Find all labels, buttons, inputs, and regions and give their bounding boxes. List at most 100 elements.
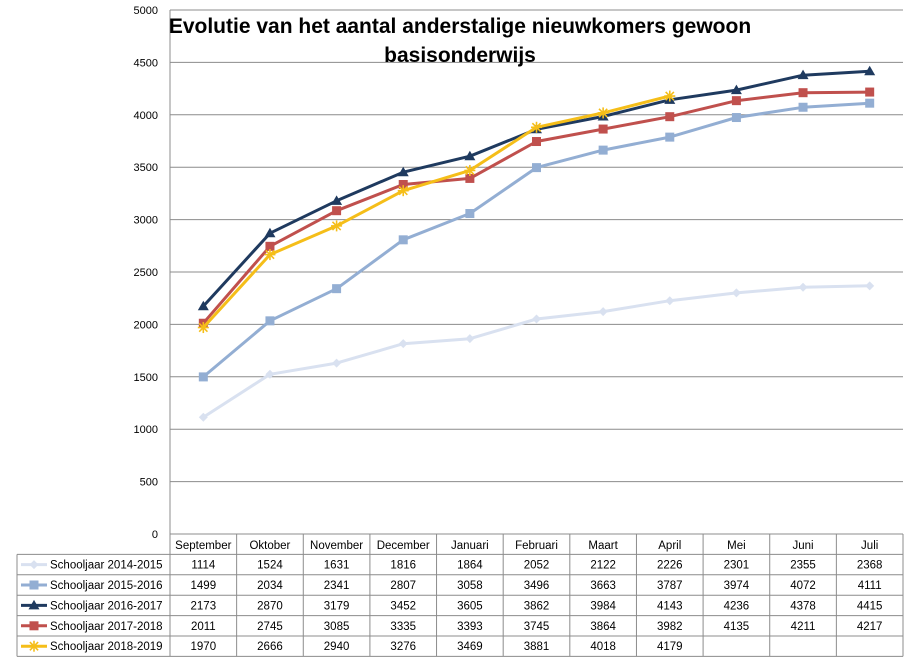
data-label: 3058 bbox=[457, 580, 483, 592]
data-point bbox=[331, 195, 343, 205]
data-label: 3393 bbox=[457, 621, 483, 633]
data-label: 1816 bbox=[390, 560, 416, 572]
data-point bbox=[864, 65, 876, 76]
data-label: 1970 bbox=[191, 641, 217, 653]
y-tick-label: 1000 bbox=[134, 424, 158, 436]
legend-label: Schooljaar 2018-2019 bbox=[50, 641, 163, 653]
data-point bbox=[798, 102, 808, 112]
data-label: 2052 bbox=[524, 560, 550, 572]
data-label: 2666 bbox=[257, 641, 283, 653]
x-tick-label: Juni bbox=[792, 540, 813, 552]
y-tick-label: 3000 bbox=[134, 215, 158, 227]
data-label: 3452 bbox=[390, 600, 416, 612]
data-point bbox=[798, 88, 808, 98]
data-point bbox=[865, 281, 875, 291]
data-point bbox=[665, 132, 675, 142]
data-label: 4378 bbox=[790, 600, 816, 612]
data-label: 2807 bbox=[390, 580, 416, 592]
x-tick-label: September bbox=[175, 540, 231, 552]
data-point bbox=[332, 284, 342, 294]
data-label: 3085 bbox=[324, 621, 350, 633]
legend-label: Schooljaar 2014-2015 bbox=[50, 560, 163, 572]
data-label: 2368 bbox=[857, 560, 883, 572]
data-point bbox=[198, 412, 208, 422]
data-point bbox=[397, 166, 409, 177]
data-point bbox=[597, 107, 609, 119]
data-point bbox=[798, 282, 808, 292]
data-point bbox=[598, 145, 608, 155]
data-point bbox=[464, 150, 476, 161]
data-point bbox=[532, 137, 541, 147]
data-point bbox=[331, 220, 343, 232]
data-label: 2122 bbox=[590, 560, 616, 572]
series-line bbox=[202, 69, 870, 308]
data-label: 2745 bbox=[257, 621, 283, 633]
data-table: September Oktober November December Januari F… bbox=[16, 533, 904, 657]
data-point bbox=[197, 300, 209, 311]
y-tick-label: 500 bbox=[140, 477, 158, 489]
chart-title: Evolutie van het aantal anderstalige nie… bbox=[168, 15, 752, 67]
x-tick-label: April bbox=[658, 540, 681, 552]
data-point bbox=[598, 124, 608, 134]
data-point bbox=[264, 249, 276, 261]
data-label: 3605 bbox=[457, 600, 483, 612]
data-point bbox=[332, 358, 342, 368]
data-label: 3179 bbox=[324, 600, 350, 612]
data-label: 3663 bbox=[590, 580, 616, 592]
data-point bbox=[265, 316, 275, 326]
x-tick-label: November bbox=[310, 540, 363, 552]
y-tick-label: 0 bbox=[152, 529, 158, 541]
legend-label: Schooljaar 2017-2018 bbox=[50, 621, 163, 633]
data-label: 3469 bbox=[457, 641, 483, 653]
data-label: 3881 bbox=[524, 641, 550, 653]
y-tick-label: 4000 bbox=[134, 110, 158, 122]
data-label: 3982 bbox=[657, 621, 683, 633]
x-tick-label: Januari bbox=[451, 540, 489, 552]
legend-key-marker bbox=[28, 640, 40, 652]
data-point bbox=[198, 372, 208, 382]
data-point bbox=[465, 334, 475, 344]
data-label: 3984 bbox=[590, 600, 616, 612]
data-point bbox=[865, 98, 875, 108]
legend-key-marker bbox=[29, 560, 39, 570]
x-tick-label: Maart bbox=[588, 540, 618, 552]
data-label: 2226 bbox=[657, 560, 683, 572]
x-tick-label: Mei bbox=[727, 540, 746, 552]
y-tick-labels: 0 500 1000 1500 2000 2500 3000 3500 4000 4500 5000 bbox=[134, 5, 158, 541]
data-point bbox=[532, 163, 541, 173]
data-point bbox=[532, 314, 541, 324]
data-point bbox=[598, 307, 608, 317]
data-label: 1631 bbox=[324, 560, 350, 572]
data-point bbox=[730, 84, 742, 95]
data-label: 4236 bbox=[724, 600, 750, 612]
series-lines bbox=[197, 65, 876, 422]
data-label: 4143 bbox=[657, 600, 683, 612]
grid-lines bbox=[169, 9, 903, 534]
y-tick-label: 1500 bbox=[134, 372, 158, 384]
legend-key-marker bbox=[28, 599, 40, 610]
data-point bbox=[465, 173, 475, 183]
data-point bbox=[398, 179, 408, 189]
data-point bbox=[664, 90, 676, 102]
data-label: 2355 bbox=[790, 560, 816, 572]
data-label: 2940 bbox=[324, 641, 350, 653]
data-point bbox=[397, 185, 409, 197]
data-label: 3974 bbox=[724, 580, 750, 592]
data-point bbox=[265, 369, 275, 379]
data-point bbox=[398, 339, 408, 349]
data-point bbox=[264, 227, 276, 238]
data-label: 2301 bbox=[724, 560, 750, 572]
data-point bbox=[865, 87, 875, 97]
data-label: 1114 bbox=[191, 560, 215, 572]
data-label: 2870 bbox=[257, 600, 283, 612]
data-label: 4179 bbox=[657, 641, 683, 653]
data-label: 1864 bbox=[457, 560, 483, 572]
data-point bbox=[731, 288, 741, 298]
data-label: 4072 bbox=[790, 580, 816, 592]
data-label: 4217 bbox=[857, 621, 883, 633]
data-label: 3864 bbox=[590, 621, 616, 633]
x-tick-label: Oktober bbox=[249, 540, 290, 552]
data-label: 4415 bbox=[857, 600, 883, 612]
data-label: 3745 bbox=[524, 621, 550, 633]
